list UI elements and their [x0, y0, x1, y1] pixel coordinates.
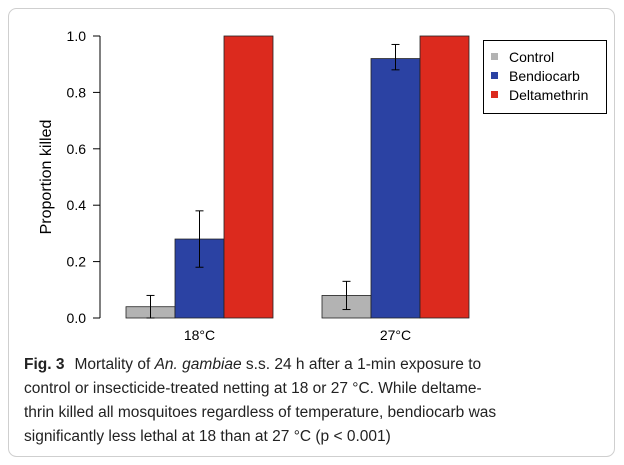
y-tick-label: 1.0 — [67, 28, 87, 44]
caption-text: Mortality of — [74, 356, 154, 373]
legend-label: Deltamethrin — [509, 87, 588, 103]
bar — [223, 35, 274, 319]
legend-box — [483, 40, 607, 114]
legend-swatch — [491, 53, 498, 60]
legend-label: Control — [509, 49, 554, 65]
caption-line: control or insecticide-treated netting a… — [24, 380, 482, 397]
x-tick-label: 18°C — [184, 327, 215, 343]
caption-line: significantly less lethal at 18 than at … — [24, 428, 391, 445]
caption-text: s.s. 24 h after a 1-min exposure to — [242, 356, 482, 373]
y-tick-label: 0.4 — [67, 197, 87, 213]
y-tick-label: 0.6 — [67, 141, 87, 157]
y-tick-label: 0.2 — [67, 254, 87, 270]
legend-swatch — [491, 91, 498, 98]
caption-line: thrin killed all mosquitoes regardless o… — [24, 404, 496, 421]
caption-label: Fig. 3 — [24, 356, 65, 373]
y-tick-label: 0.8 — [67, 84, 87, 100]
y-tick-label: 0.0 — [67, 310, 87, 326]
figure-border — [8, 8, 615, 457]
y-axis-label: Proportion killed — [38, 120, 55, 235]
x-tick-label: 27°C — [380, 327, 411, 343]
caption-line: Fig. 3 Mortality of An. gambiae s.s. 24 h… — [24, 356, 481, 373]
bar — [370, 58, 421, 319]
legend-swatch — [491, 72, 498, 79]
legend-label: Bendiocarb — [509, 68, 580, 84]
caption-text: An. gambiae — [154, 356, 242, 373]
bar — [419, 35, 470, 319]
